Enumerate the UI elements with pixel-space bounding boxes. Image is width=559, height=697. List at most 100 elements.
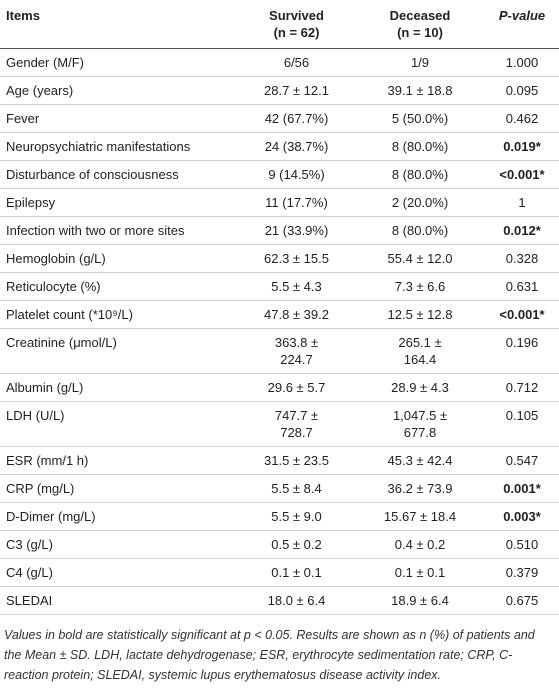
table-cell: 1,047.5 ± 677.8 [355,401,485,447]
table-cell: 0.003* [485,502,559,531]
table-cell: Reticulocyte (%) [0,272,238,301]
cell-text: 0.4 ± 0.2 [394,537,446,552]
header-cell: Survived (n = 62) [238,0,355,49]
header-text: Survived [269,8,324,23]
cell-text: 0.328 [505,251,539,266]
table-cell: 28.9 ± 4.3 [355,373,485,402]
cell-text: 0.012* [503,223,541,238]
cell-text: 28.9 ± 4.3 [391,380,449,395]
cell-text: Epilepsy [6,195,56,210]
table-cell: 55.4 ± 12.0 [355,244,485,273]
table-cell: 45.3 ± 42.4 [355,446,485,475]
table-cell: ESR (mm/1 h) [0,446,238,475]
cell-text: 1.000 [505,55,539,70]
table-cell: 363.8 ± 224.7 [238,328,355,374]
cell-text: 0.019* [503,139,541,154]
cell-text: 21 (33.9%) [264,223,329,238]
cell-text: 7.3 ± 6.6 [394,279,446,294]
table-cell: Fever [0,104,238,133]
header-cell: P-value [485,0,559,49]
table-cell: 1.000 [485,48,559,77]
table-cell: 5.5 ± 9.0 [238,502,355,531]
table-cell: Creatinine (μmol/L) [0,328,238,374]
cell-text: 265.1 ± 164.4 [398,335,442,367]
table-row: Neuropsychiatric manifestations 24 (38.7%… [0,132,559,161]
cell-text: LDH (U/L) [6,408,65,423]
cell-text: Hemoglobin (g/L) [6,251,106,266]
cell-text: 363.8 ± 224.7 [274,335,319,367]
cell-text: C3 (g/L) [6,537,53,552]
table-row: CRP (mg/L) 5.5 ± 8.4 36.2 ± 73.9 0.001* [0,474,559,503]
table-cell: 0.1 ± 0.1 [238,558,355,587]
table-row: Gender (M/F) 6/56 1/9 1.000 [0,48,559,77]
table-cell: Albumin (g/L) [0,373,238,402]
cell-text: C4 (g/L) [6,565,53,580]
table-cell: CRP (mg/L) [0,474,238,503]
cell-text: 8 (80.0%) [391,139,449,154]
cell-text: Infection with two or more sites [6,223,185,238]
table-cell: 0.631 [485,272,559,301]
cell-text: 0.1 ± 0.1 [271,565,322,580]
cell-text: Gender (M/F) [6,55,85,70]
cell-text: 47.8 ± 39.2 [264,307,329,322]
table-cell: <0.001* [485,160,559,189]
table-cell: 18.9 ± 6.4 [355,586,485,615]
table-cell: 1 [485,188,559,217]
table-cell: 42 (67.7%) [238,104,355,133]
cell-text: Age (years) [6,83,74,98]
table-cell: 7.3 ± 6.6 [355,272,485,301]
table-row: D-Dimer (mg/L) 5.5 ± 9.0 15.67 ± 18.4 0.003… [0,502,559,531]
cell-text: 9 (14.5%) [268,167,325,182]
table-cell: 0.547 [485,446,559,475]
table-cell: 0.019* [485,132,559,161]
cell-text: 0.196 [505,335,539,350]
cell-text: 0.510 [505,537,539,552]
cell-text: 1,047.5 ± 677.8 [392,408,448,440]
table-cell: 62.3 ± 15.5 [238,244,355,273]
table-cell: <0.001* [485,300,559,329]
table-cell: 0.712 [485,373,559,402]
cell-text: Creatinine (μmol/L) [6,335,117,350]
cell-text: 24 (38.7%) [264,139,329,154]
table-cell: 47.8 ± 39.2 [238,300,355,329]
header-text: Items [6,8,40,23]
cell-text: D-Dimer (mg/L) [6,509,96,524]
cell-text: 0.631 [505,279,539,294]
header-row: Items Survived (n = 62) Deceased (n = 10) … [0,0,559,49]
cell-text: 0.462 [505,111,539,126]
table-cell: 24 (38.7%) [238,132,355,161]
table-cell: 2 (20.0%) [355,188,485,217]
cell-text: 36.2 ± 73.9 [387,481,453,496]
table-cell: 8 (80.0%) [355,216,485,245]
table-cell: 0.1 ± 0.1 [355,558,485,587]
table-cell: Epilepsy [0,188,238,217]
table-cell: Gender (M/F) [0,48,238,77]
table-row: C3 (g/L) 0.5 ± 0.2 0.4 ± 0.2 0.510 [0,530,559,559]
table-cell: 28.7 ± 12.1 [238,76,355,105]
table-cell: Neuropsychiatric manifestations [0,132,238,161]
table-cell: 5 (50.0%) [355,104,485,133]
cell-text: 5 (50.0%) [391,111,449,126]
cell-text: 1 [518,195,526,210]
table-cell: 0.510 [485,530,559,559]
cell-text: 0.105 [505,408,539,423]
cell-text: 15.67 ± 18.4 [383,509,457,524]
cell-text: 62.3 ± 15.5 [264,251,329,266]
cell-text: 39.1 ± 18.8 [387,83,453,98]
cell-text: 28.7 ± 12.1 [264,83,329,98]
table-cell: 39.1 ± 18.8 [355,76,485,105]
table-cell: 18.0 ± 6.4 [238,586,355,615]
cell-text: <0.001* [499,307,545,322]
table-cell: 29.6 ± 5.7 [238,373,355,402]
cell-text: ESR (mm/1 h) [6,453,89,468]
header-text: (n = 62) [273,25,320,40]
table-cell: LDH (U/L) [0,401,238,447]
cell-text: 1/9 [410,55,430,70]
table-row: C4 (g/L) 0.1 ± 0.1 0.1 ± 0.1 0.379 [0,558,559,587]
table-cell: Platelet count (*10⁹/L) [0,300,238,329]
cell-text: 18.9 ± 6.4 [391,593,449,608]
table-cell: 9 (14.5%) [238,160,355,189]
cell-text: 6/56 [283,55,310,70]
table-row: Infection with two or more sites 21 (33.9… [0,216,559,245]
